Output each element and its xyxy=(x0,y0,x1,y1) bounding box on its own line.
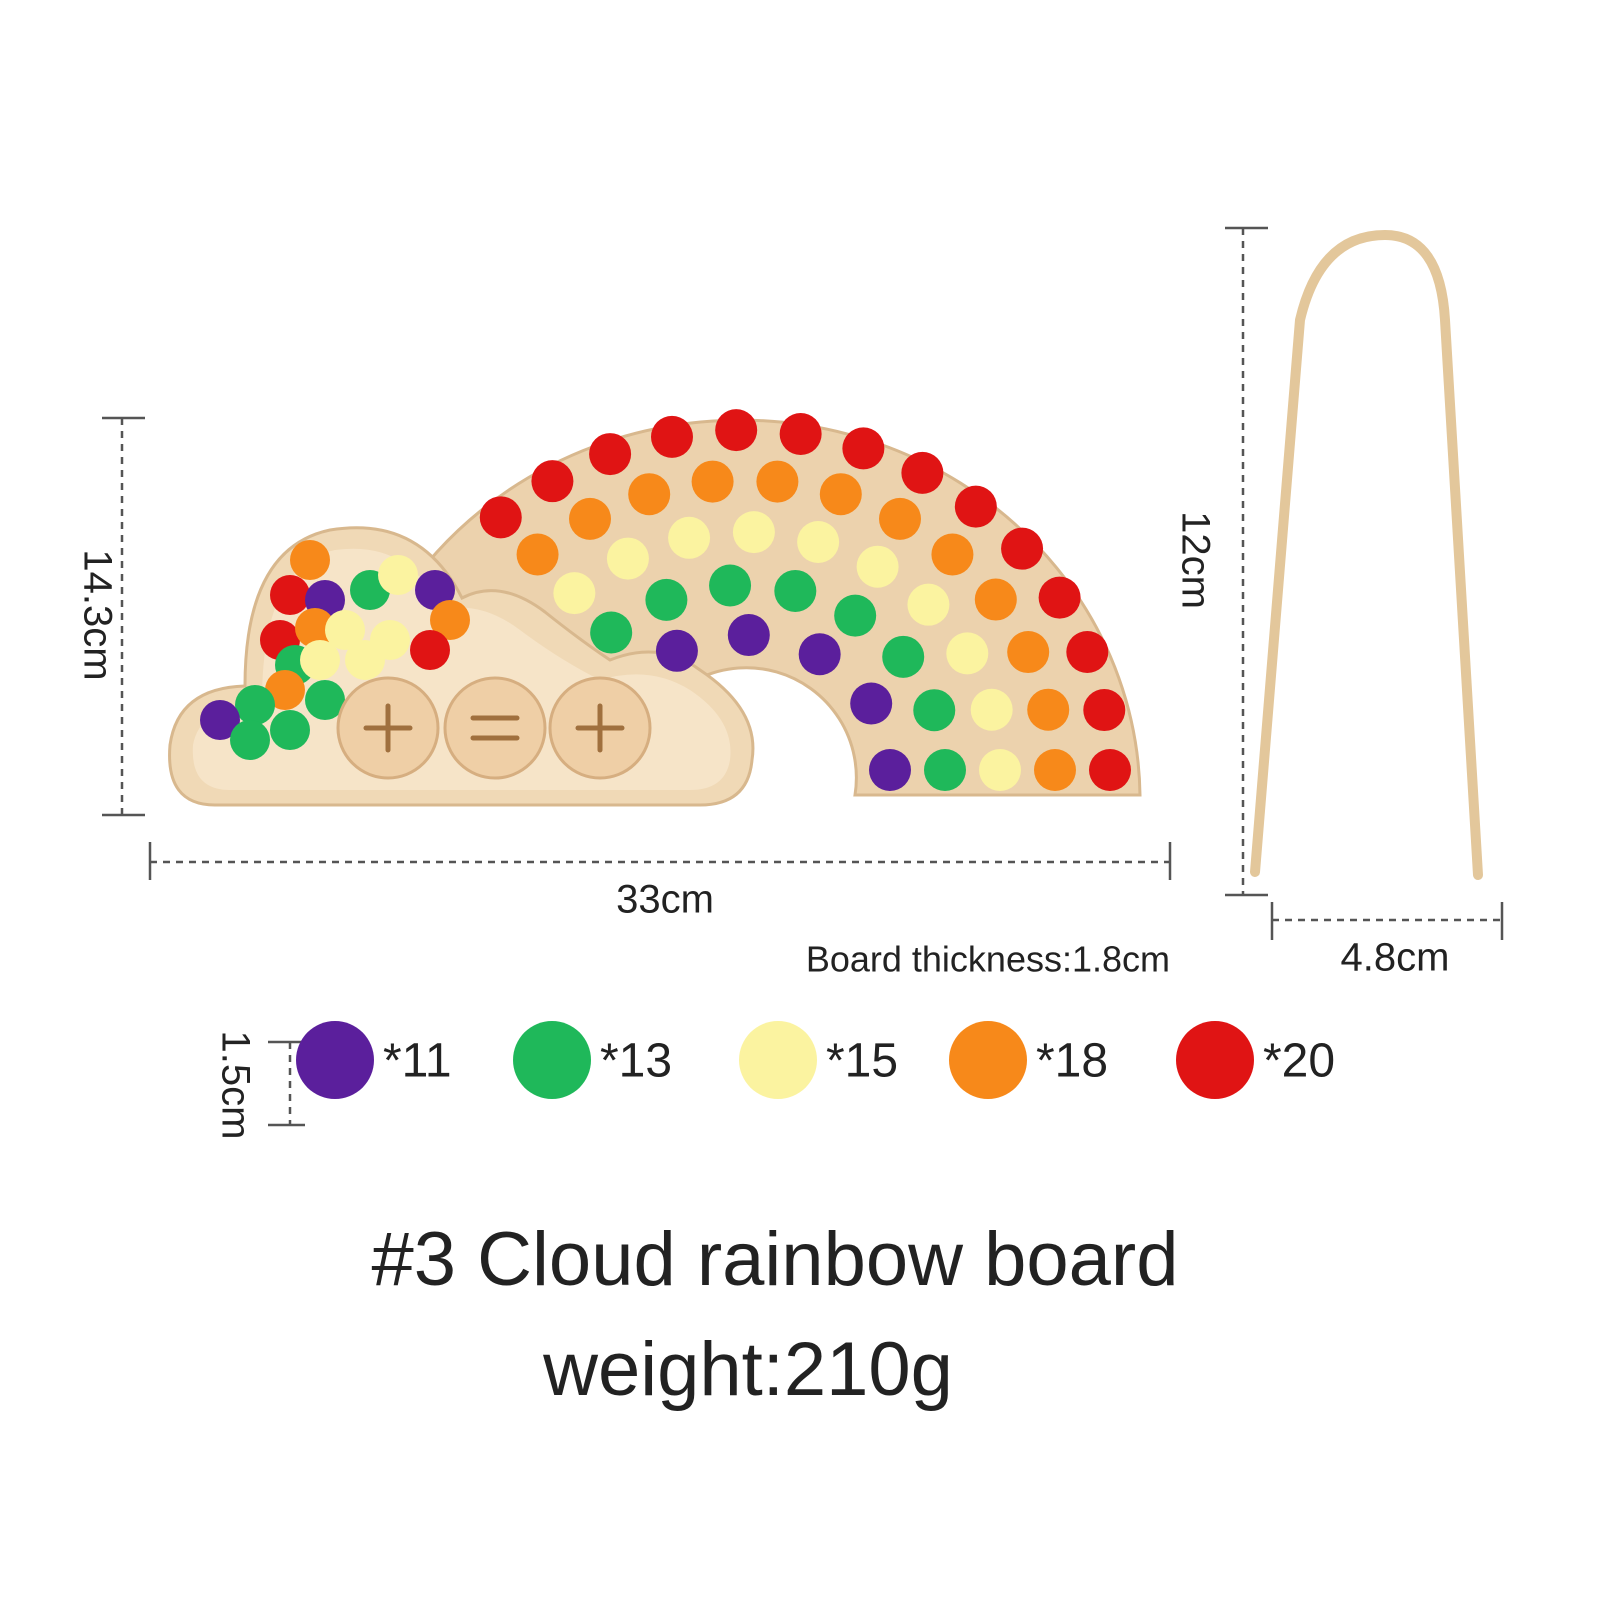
pom-pom xyxy=(590,611,633,654)
pom-pom xyxy=(882,635,925,678)
pom-pom xyxy=(1007,631,1050,674)
pom-pom xyxy=(430,600,470,640)
pom-poms xyxy=(200,409,1131,791)
pom-pom xyxy=(305,680,345,720)
pom-pom xyxy=(569,497,611,540)
board-height: 14.3cm xyxy=(75,549,119,680)
pom-pom xyxy=(732,511,775,554)
pom-pom xyxy=(1083,689,1126,732)
coins xyxy=(336,676,652,780)
legend-ball xyxy=(1176,1021,1254,1099)
pom-pom xyxy=(709,564,752,607)
pom-pom xyxy=(265,670,305,710)
pom-pom xyxy=(931,533,974,576)
pom-pom xyxy=(606,537,649,580)
pom-pom xyxy=(628,473,671,516)
tongs-height: 12cm xyxy=(1173,511,1217,609)
legend-ball xyxy=(513,1021,591,1099)
pom-pom xyxy=(230,720,270,760)
pom-pom xyxy=(779,412,822,455)
pom-pom xyxy=(1034,749,1076,791)
pom-pom xyxy=(907,583,950,626)
pom-pom xyxy=(970,688,1013,731)
pom-pom xyxy=(842,427,885,470)
pom-pom xyxy=(531,460,574,503)
pom-pom xyxy=(946,632,989,675)
pom-pom xyxy=(715,409,758,452)
pom-pom xyxy=(553,572,596,615)
pom-pom xyxy=(1089,749,1131,791)
pom-pom xyxy=(913,689,956,732)
tongs-width: 4.8cm xyxy=(1341,936,1450,980)
legend-count: *20 xyxy=(1263,1035,1335,1088)
pom-pom xyxy=(869,749,911,791)
pom-pom xyxy=(924,749,966,791)
pom-pom xyxy=(290,540,330,580)
pom-pom xyxy=(901,451,944,494)
board-width: 33cm xyxy=(616,878,714,922)
ball-size: 1.5cm xyxy=(213,1031,257,1140)
pom-pom xyxy=(650,415,693,458)
pom-pom xyxy=(200,700,240,740)
pom-pom xyxy=(668,516,711,559)
pom-pom xyxy=(270,710,310,750)
pom-pom xyxy=(479,496,522,539)
pom-pom xyxy=(974,578,1017,621)
ball-legend: *11 *13 *15 *18 *20 xyxy=(296,1021,1335,1099)
pom-pom xyxy=(345,640,385,680)
pom-pom xyxy=(270,575,310,615)
pom-pom xyxy=(378,555,418,595)
legend-ball xyxy=(739,1021,817,1099)
pom-pom xyxy=(979,749,1021,791)
pom-pom xyxy=(1066,630,1109,673)
legend-count: *11 xyxy=(383,1035,452,1088)
pom-pom xyxy=(691,460,734,503)
pom-pom xyxy=(516,533,559,576)
legend-count: *13 xyxy=(600,1035,672,1088)
pom-pom xyxy=(850,682,893,725)
pom-pom xyxy=(797,520,840,563)
legend-count: *18 xyxy=(1036,1035,1108,1088)
pom-pom xyxy=(1038,576,1081,619)
legend-ball xyxy=(296,1021,374,1099)
pom-pom xyxy=(1001,527,1044,570)
pom-pom xyxy=(655,629,698,672)
pom-pom xyxy=(1027,688,1070,731)
pom-pom xyxy=(879,497,921,540)
pom-pom xyxy=(589,433,632,476)
pom-pom xyxy=(774,569,817,612)
legend-ball xyxy=(949,1021,1027,1099)
pom-pom xyxy=(645,578,688,621)
pom-pom xyxy=(295,608,335,648)
tongs xyxy=(1250,229,1483,880)
pom-pom xyxy=(300,640,340,680)
pom-pom xyxy=(819,473,862,516)
pom-pom xyxy=(235,685,275,725)
pom-pom xyxy=(415,570,455,610)
pom-pom xyxy=(325,610,365,650)
title: #3 Cloud rainbow board xyxy=(372,1217,1179,1302)
pom-pom xyxy=(410,630,450,670)
pom-pom xyxy=(834,594,877,637)
pom-pom xyxy=(954,485,997,528)
pom-pom xyxy=(856,545,899,588)
pom-pom xyxy=(756,460,799,503)
legend-count: *15 xyxy=(826,1035,898,1088)
weight: weight:210g xyxy=(542,1327,953,1412)
dimension-lines xyxy=(102,226,1504,1127)
pom-pom xyxy=(798,633,841,676)
board-thickness: Board thickness:1.8cm xyxy=(806,939,1170,980)
pom-pom xyxy=(727,614,770,657)
